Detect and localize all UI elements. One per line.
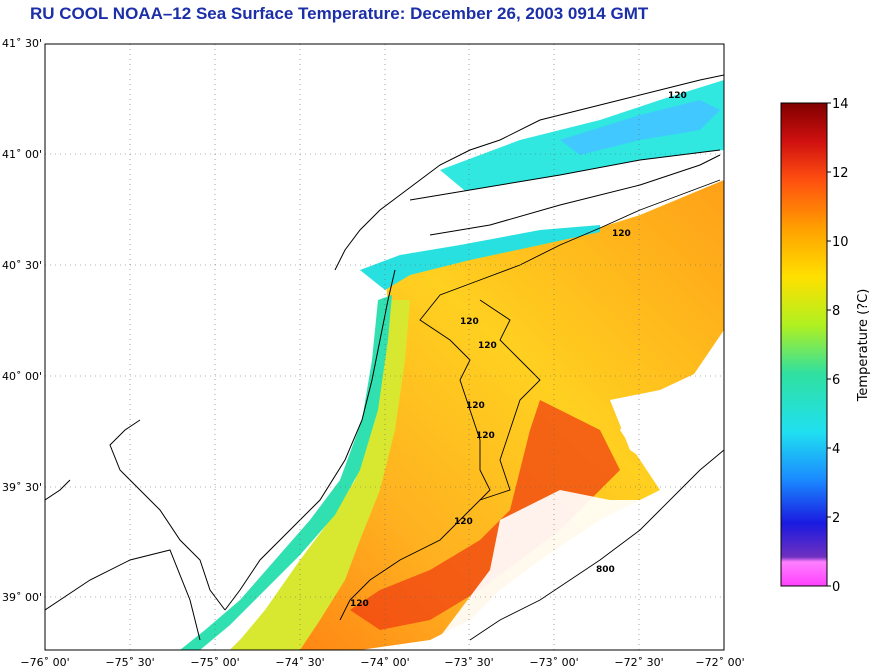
colorbar-label: Temperature (?C) (856, 289, 871, 403)
lat-tick-label: 40˚ 00' (2, 370, 42, 383)
sst-sound-cool (560, 100, 720, 155)
lon-tick-label: −72˚ 00' (695, 656, 744, 669)
colorbar-gradient (780, 102, 828, 587)
isobath-120 (339, 179, 721, 621)
contour-label: 120 (478, 341, 497, 351)
lat-tick-label: 40˚ 30' (2, 259, 42, 272)
cloud-gap (430, 490, 700, 650)
contour-label: 120 (668, 91, 687, 101)
lon-tick-label: −75˚ 30' (105, 656, 154, 669)
lat-axis: 41˚ 30' 41˚ 00' 40˚ 30' 40˚ 00' 39˚ 30' … (2, 37, 42, 604)
coastline (45, 549, 201, 641)
long-island (410, 150, 720, 235)
contour-label: 120 (350, 599, 369, 609)
map-title: RU COOL NOAA–12 Sea Surface Temperature:… (30, 4, 649, 23)
contour-label: 120 (476, 431, 495, 441)
coastline (334, 74, 724, 271)
contour-label: 120 (460, 317, 479, 327)
coastline (409, 149, 721, 201)
colorbar-tick-label: 2 (832, 511, 840, 526)
lon-tick-label: −76˚ 00' (20, 656, 69, 669)
contour-label: 800 (596, 565, 615, 575)
isobath-800 (469, 449, 724, 641)
lon-tick-label: −74˚ 30' (275, 656, 324, 669)
contour-label: 120 (612, 229, 631, 239)
lat-tick-label: 41˚ 00' (2, 148, 42, 161)
colorbar-tick-label: 10 (832, 235, 849, 250)
isobath-120 (479, 299, 541, 501)
sst-hot-core (350, 400, 620, 630)
colorbar-tick-label: 14 (832, 97, 849, 112)
colorbar-tick-label: 0 (832, 580, 840, 595)
cloud-gap (610, 360, 724, 480)
lon-tick-label: −75˚ 00' (190, 656, 239, 669)
graticule (45, 44, 724, 650)
sst-coastal-band (230, 300, 410, 650)
lon-tick-label: −73˚ 30' (444, 656, 493, 669)
contour-label: 120 (466, 401, 485, 411)
coastline (45, 479, 71, 501)
lon-tick-label: −74˚ 00' (360, 656, 409, 669)
coastline (224, 269, 396, 611)
colorbar-tick-label: 8 (832, 304, 840, 319)
colorbar-tick-label: 6 (832, 373, 840, 388)
lat-tick-label: 41˚ 30' (2, 37, 42, 50)
lat-tick-label: 39˚ 30' (2, 481, 42, 494)
lon-tick-label: −72˚ 30' (614, 656, 663, 669)
lon-axis: −76˚ 00' −75˚ 30' −75˚ 00' −74˚ 30' −74˚… (20, 656, 744, 669)
map-border (44, 43, 725, 651)
sst-bight (360, 225, 600, 290)
contour-label: 120 (454, 517, 473, 527)
colorbar: 0 2 4 6 8 10 12 14 Temperature (?C) (780, 97, 871, 595)
cloud-gap (540, 520, 724, 650)
coastline (109, 419, 226, 611)
sst-nj-coast (180, 295, 392, 650)
lat-tick-label: 39˚ 00' (2, 591, 42, 604)
coastline (429, 154, 721, 236)
lon-tick-label: −73˚ 00' (529, 656, 578, 669)
colorbar-tick-label: 12 (832, 166, 849, 181)
colorbar-tick-label: 4 (832, 442, 840, 457)
